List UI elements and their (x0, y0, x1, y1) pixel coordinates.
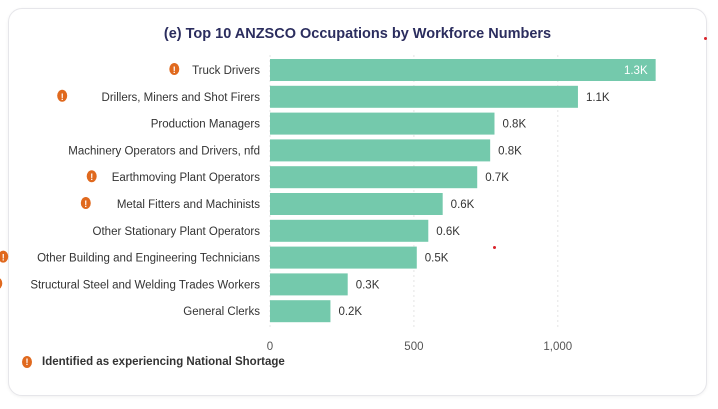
bar (270, 193, 443, 215)
data-label: 0.5K (425, 253, 449, 265)
category-label: Machinery Operators and Drivers, nfd (68, 145, 260, 157)
marker-dot (493, 246, 496, 249)
data-label: 0.6K (451, 199, 475, 211)
data-label: 0.3K (356, 279, 380, 291)
chart-title: (e) Top 10 ANZSCO Occupations by Workfor… (163, 26, 552, 42)
category-label: Production Managers (151, 119, 261, 131)
data-label: 0.6K (436, 226, 460, 238)
data-label: 0.2K (338, 306, 362, 318)
category-label: Structural Steel and Welding Trades Work… (30, 279, 260, 291)
exclamation-glyph: ! (61, 92, 64, 102)
bar (270, 219, 429, 242)
exclamation-glyph: ! (84, 199, 87, 209)
exclamation-glyph: ! (90, 172, 93, 182)
category-label: Earthmoving Plant Operators (112, 172, 261, 184)
category-label: Truck Drivers (192, 65, 260, 77)
bar (270, 139, 491, 162)
exclamation-circle-icon (0, 278, 3, 289)
data-label: 1.3K (624, 65, 648, 77)
bar (270, 112, 495, 135)
category-label: Metal Fitters and Machinists (117, 199, 260, 211)
marker-dot (704, 37, 707, 40)
bar (270, 300, 331, 323)
category-label: Drillers, Miners and Shot Firers (102, 92, 261, 104)
x-tick-label: 1,000 (543, 341, 572, 353)
exclamation-circle-icon: ! (22, 356, 32, 368)
exclamation-circle-icon (80, 197, 91, 209)
exclamation-circle-icon (0, 250, 9, 263)
bar (270, 273, 348, 296)
category-label: Other Stationary Plant Operators (93, 226, 261, 238)
data-label: 1.1K (586, 92, 610, 104)
x-tick-label: 0 (267, 341, 273, 353)
data-label: 0.8K (498, 145, 522, 157)
x-tick-label: 500 (404, 341, 423, 353)
exclamation-circle-icon (57, 89, 68, 102)
legend: ! Identified as experiencing National Sh… (22, 353, 285, 371)
bar (270, 59, 656, 81)
category-label: General Clerks (183, 306, 260, 318)
bar (270, 85, 578, 108)
legend-label: Identified as experiencing National Shor… (42, 356, 285, 368)
bar (270, 246, 417, 269)
exclamation-glyph: ! (2, 253, 5, 263)
exclamation-circle-icon (169, 63, 180, 75)
data-label: 0.7K (485, 172, 509, 184)
category-label: Other Building and Engineering Technicia… (37, 253, 260, 265)
bar (270, 166, 478, 189)
exclamation-circle-icon (86, 170, 97, 183)
data-label: 0.8K (502, 119, 526, 131)
exclamation-glyph: ! (173, 65, 176, 75)
